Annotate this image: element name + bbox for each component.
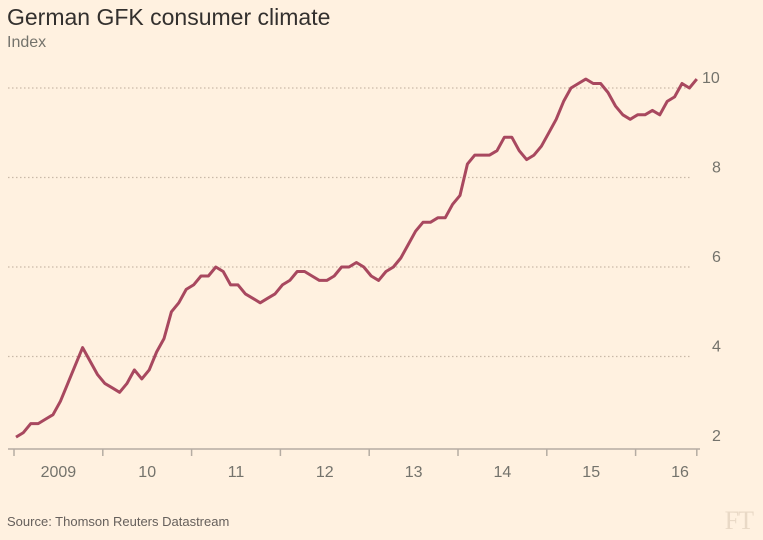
x-tick-label: 16 xyxy=(671,464,689,481)
chart-subtitle: Index xyxy=(7,34,47,51)
x-tick-label: 13 xyxy=(405,464,423,481)
x-tick-label: 11 xyxy=(228,464,245,481)
y-tick-label: 4 xyxy=(712,339,721,356)
x-tick-label: 12 xyxy=(316,464,334,481)
y-tick-label: 6 xyxy=(712,249,721,266)
x-tick-label: 15 xyxy=(582,464,600,481)
x-tick-label: 2009 xyxy=(41,464,77,481)
x-tick-label: 14 xyxy=(494,464,512,481)
y-tick-label: 10 xyxy=(702,70,720,87)
x-tick-label: 10 xyxy=(138,464,156,481)
y-tick-label: 8 xyxy=(712,160,721,177)
y-tick-label: 2 xyxy=(712,428,721,445)
ft-logo: FT xyxy=(724,506,754,535)
series-line xyxy=(15,77,698,439)
source-note: Source: Thomson Reuters Datastream xyxy=(7,514,230,529)
chart-title: German GFK consumer climate xyxy=(7,4,331,30)
